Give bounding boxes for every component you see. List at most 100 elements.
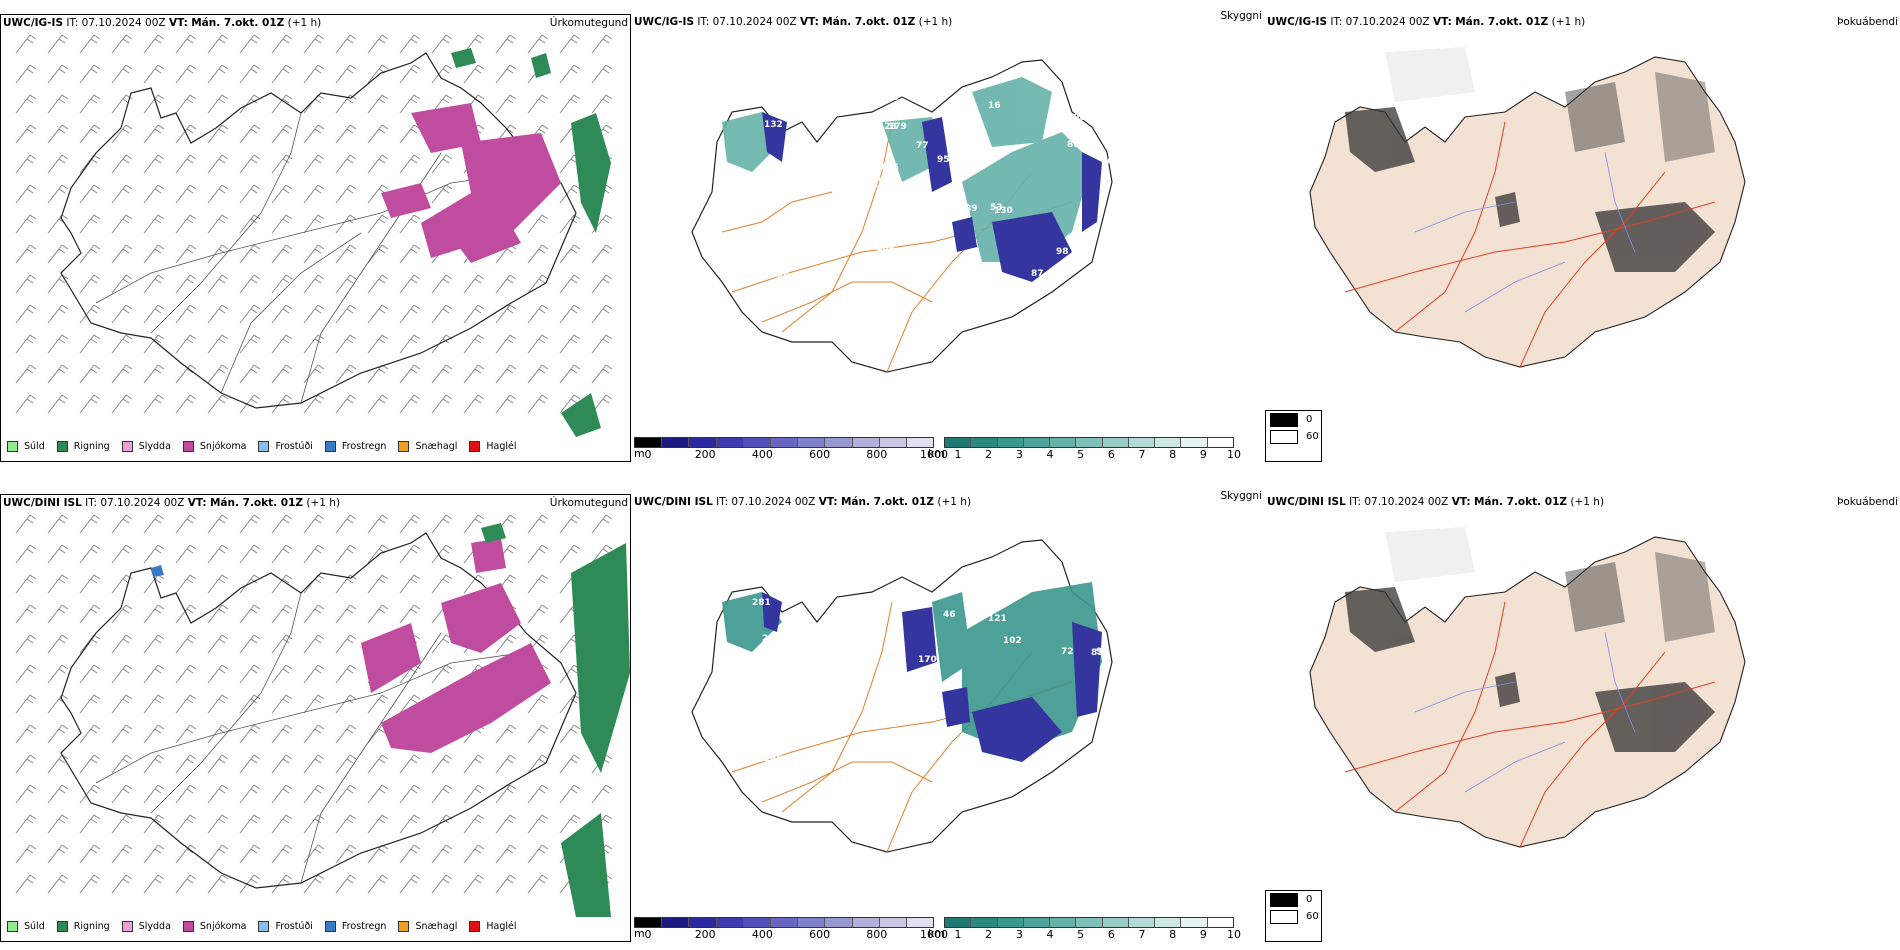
- precip-legend-label: Haglél: [486, 920, 517, 932]
- wind-barb: [559, 544, 581, 564]
- wind-barb: [559, 214, 581, 234]
- panel-header: UWC/DINI ISL IT: 07.10.2024 00Z VT: Mán.…: [1267, 496, 1898, 512]
- fog-legend-top: 0 60: [1265, 410, 1322, 462]
- wind-barb: [239, 724, 261, 744]
- wind-barb: [591, 304, 613, 324]
- wind-barb: [399, 544, 421, 564]
- lead-time: (+1 h): [1570, 496, 1605, 508]
- wind-barb: [271, 844, 293, 864]
- colorbar-tick-label: 10: [1227, 448, 1241, 461]
- colorbar-tick-label: 4: [1046, 928, 1054, 941]
- wind-barb: [335, 634, 357, 654]
- wind-barb: [271, 34, 293, 54]
- wind-barb: [143, 844, 165, 864]
- wind-barb: [591, 514, 613, 534]
- wind-barb: [79, 574, 101, 594]
- fog-legend-label: 0: [1306, 414, 1313, 425]
- wind-barb: [79, 754, 101, 774]
- wind-barb: [367, 274, 389, 294]
- wind-barb: [111, 214, 133, 234]
- wind-barb: [559, 334, 581, 354]
- wind-barb: [303, 544, 325, 564]
- fog-index-map: [1309, 527, 1746, 848]
- wind-barb: [591, 64, 613, 84]
- wind-barb: [143, 784, 165, 804]
- wind-barb: [431, 184, 453, 204]
- ceiling-value-label: 102: [1003, 636, 1022, 646]
- ceiling-value-label: 58: [891, 649, 904, 659]
- precip-legend-swatch: [469, 920, 481, 932]
- colorbar-tick-label: 2: [985, 928, 993, 941]
- wind-barb: [239, 874, 261, 894]
- ceiling-value-label: 75: [931, 682, 944, 692]
- wind-barb: [367, 94, 389, 114]
- wind-barb: [271, 574, 293, 594]
- wind-barb: [143, 514, 165, 534]
- wind-barb: [239, 604, 261, 624]
- wind-barb: [143, 244, 165, 264]
- wind-barb: [79, 334, 101, 354]
- wind-barb: [335, 514, 357, 534]
- wind-barb: [207, 604, 229, 624]
- model-name: UWC/IG-IS: [1267, 16, 1328, 28]
- wind-barb: [239, 154, 261, 174]
- wind-barb: [431, 664, 453, 684]
- ceiling-visibility-panel-bottom: UWC/DINI ISL IT: 07.10.2024 00Z VT: Mán.…: [632, 490, 1264, 942]
- wind-barb: [47, 274, 69, 294]
- wind-barb: [431, 634, 453, 654]
- panel-header: UWC/IG-IS IT: 07.10.2024 00Z VT: Mán. 7.…: [3, 17, 628, 33]
- wind-barb: [591, 364, 613, 384]
- ceiling-value-label: 63: [995, 592, 1008, 602]
- model-name: UWC/DINI ISL: [1267, 496, 1346, 508]
- wind-barb: [175, 814, 197, 834]
- wind-barb: [111, 64, 133, 84]
- wind-barb: [239, 64, 261, 84]
- colorbar-segment: [743, 438, 771, 447]
- precip-legend-swatch: [7, 920, 18, 932]
- colorbar-segment: [1050, 918, 1077, 927]
- wind-barb: [303, 64, 325, 84]
- wind-barb: [207, 694, 229, 714]
- wind-barb: [527, 604, 549, 624]
- wind-barb: [111, 154, 133, 174]
- wind-barb: [559, 514, 581, 534]
- snow-areas: [361, 538, 551, 753]
- ceiling-value-label: 689: [743, 260, 762, 270]
- wind-barb: [367, 574, 389, 594]
- precip-legend-item: Súld: [7, 440, 45, 452]
- wind-barb: [207, 124, 229, 144]
- wind-barb: [207, 304, 229, 324]
- wind-barb: [175, 274, 197, 294]
- wind-barb: [15, 274, 37, 294]
- wind-barb: [143, 694, 165, 714]
- wind-barb: [111, 694, 133, 714]
- colorbar-segment: [689, 438, 717, 447]
- wind-barb: [47, 604, 69, 624]
- colorbar-tick-label: 1: [954, 928, 962, 941]
- wind-barb: [79, 304, 101, 324]
- wind-barb: [399, 394, 421, 414]
- wind-barb: [15, 664, 37, 684]
- wind-barb: [303, 394, 325, 414]
- ceiling-value-labels: 33 63 83 98 75 92 281 121 145 46 170 245 83 105 203137…: [738, 568, 1109, 773]
- colorbar-tick-label: 200: [694, 448, 716, 461]
- precip-legend-label: Frostúði: [275, 920, 313, 932]
- wind-barb: [239, 814, 261, 834]
- wind-barb: [367, 514, 389, 534]
- wind-barb: [335, 754, 357, 774]
- wind-barb: [47, 124, 69, 144]
- wind-barb: [303, 334, 325, 354]
- wind-barb: [175, 844, 197, 864]
- colorbar-segment: [906, 918, 934, 927]
- colorbar-tick-label: 9: [1199, 928, 1207, 941]
- wind-barb: [431, 154, 453, 174]
- wind-barb: [111, 754, 133, 774]
- wind-barb: [207, 214, 229, 234]
- fog-legend-row: 0: [1266, 411, 1321, 428]
- precip-legend-item: Frostregn: [324, 920, 386, 932]
- wind-barb: [303, 634, 325, 654]
- precip-legend-swatch: [324, 440, 336, 452]
- wind-barb: [527, 874, 549, 894]
- wind-barb: [47, 544, 69, 564]
- ceiling-value-label: 140: [890, 732, 909, 742]
